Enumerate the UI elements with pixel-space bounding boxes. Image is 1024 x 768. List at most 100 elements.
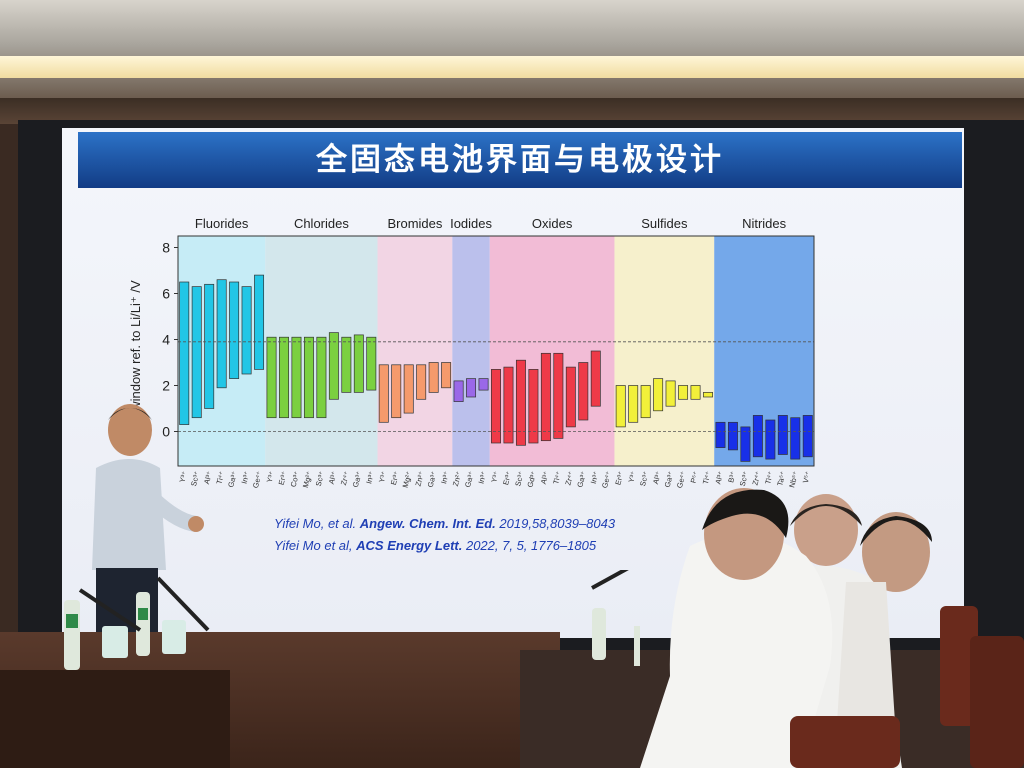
group-label: Sulfides [641,216,688,231]
tick-label: Al³⁺ [713,470,725,485]
bar [391,364,402,419]
bar [491,369,501,444]
y-tick-label: 4 [162,332,170,348]
reference-2-authors: Yifei Mo et al, [274,538,353,553]
wall-trim [0,98,1024,124]
bar [303,336,314,419]
slide-title: 全固态电池界面与电极设计 [78,132,962,188]
bar [615,385,626,428]
microphone-and-bottles [64,570,640,670]
tick-label: Er³⁺ [277,470,289,486]
reference-2-details: 2022, 7, 5, 1776–1805 [465,538,597,553]
tick-label: In³⁺ [364,470,376,485]
bar [353,334,364,393]
bar [802,415,813,458]
bar [790,417,801,460]
group-label: Fluorides [195,216,249,231]
tick-label: Ge⁴⁺ [251,470,264,489]
tick-label: Er³⁺ [389,470,401,486]
group-band-3 [452,236,490,466]
tick-label: Al³⁺ [651,470,663,485]
tick-label: Ga³⁺ [575,470,588,488]
bar [690,385,701,400]
tick-label: Sc³⁺ [513,470,526,487]
bar [191,286,202,419]
tick-label: In³⁺ [589,470,601,485]
bar [341,336,352,393]
tick-label: In³⁺ [240,470,252,485]
bar [466,378,477,398]
tick-label: Ge⁴⁺ [600,470,613,489]
tick-label: In³⁺ [476,470,488,485]
bar [640,385,651,419]
bar [665,380,676,407]
tick-label: Nb⁵⁺ [787,470,800,488]
projection-screen: 全固态电池界面与电极设计 Fluorides Y³⁺ Sc³⁺ Al³⁺ Ti⁴⁺ Ga³… [62,128,964,638]
reference-2: Yifei Mo et al, ACS Energy Lett. 2022, 7… [274,538,596,553]
reference-1-journal: Angew. Chem. Int. Ed. [359,516,496,531]
tick-label: Ga³⁺ [463,470,476,488]
bar [279,336,289,419]
tick-label: Zr⁴⁺ [339,470,351,486]
bar [241,286,252,375]
group-label: Iodides [450,216,492,231]
bar [540,352,551,442]
tick-label: Sc³⁺ [638,470,651,487]
tick-label: Sc³⁺ [738,470,751,487]
bar [403,364,414,414]
conference-table-edge [0,670,230,768]
tick-label: V⁵⁺ [801,470,813,484]
reference-2-journal: ACS Energy Lett. [356,538,463,553]
group-label: Bromides [387,216,442,231]
bar [553,352,564,439]
bar [678,385,689,400]
plot-frame [177,235,815,467]
ceiling-light-strip [0,56,1024,78]
tick-label: Zn²⁺ [451,470,464,487]
tick-label: Ga³⁺ [351,470,364,488]
bar [578,362,589,421]
tick-label: Ga³⁺ [426,470,439,488]
y-tick-label: 6 [162,286,170,302]
y-tick-label: 0 [162,424,170,440]
group-band-5 [614,236,715,466]
y-tick-label: 8 [162,240,170,256]
tick-label: Ti⁴⁺ [214,470,226,485]
bar [416,364,427,400]
audience-members [640,488,1024,768]
bar [777,415,788,455]
bar [765,419,776,460]
bar [254,274,265,370]
tick-label: Y³⁺ [178,470,190,483]
bar [503,366,514,444]
bar [740,426,751,462]
tick-label: Ta⁵⁺ [775,470,788,487]
bar [565,366,576,428]
tick-label: Y³⁺ [265,470,277,483]
bar [316,336,327,419]
group-label: Chlorides [294,216,349,231]
y-tick-label: 2 [162,378,170,394]
bar [328,332,339,400]
tick-label: Y³⁺ [489,470,501,483]
tick-label: Er³⁺ [613,470,625,486]
bar [378,364,389,423]
tick-label: Mg²⁺ [301,470,314,489]
tick-label: Ga³⁺ [663,470,676,488]
tick-label: Sc³⁺ [314,470,327,487]
ceiling [0,0,1024,100]
tick-label: Er³⁺ [501,470,513,486]
bar [229,281,240,379]
bar [428,362,439,393]
bar [628,385,639,423]
tick-label: Ti⁴⁺ [763,470,775,485]
tick-label: Mg²⁺ [401,470,414,489]
reference-1-authors: Yifei Mo, et al. [274,516,357,531]
bar [453,380,464,402]
y-axis-label: e window ref. to Li/Li⁺ /V [128,280,143,422]
tick-label: P⁵⁺ [689,470,701,484]
group-band-2 [377,236,453,466]
bar [441,362,452,389]
group-label: Nitrides [742,216,787,231]
tick-label: Ge⁴⁺ [675,470,688,489]
